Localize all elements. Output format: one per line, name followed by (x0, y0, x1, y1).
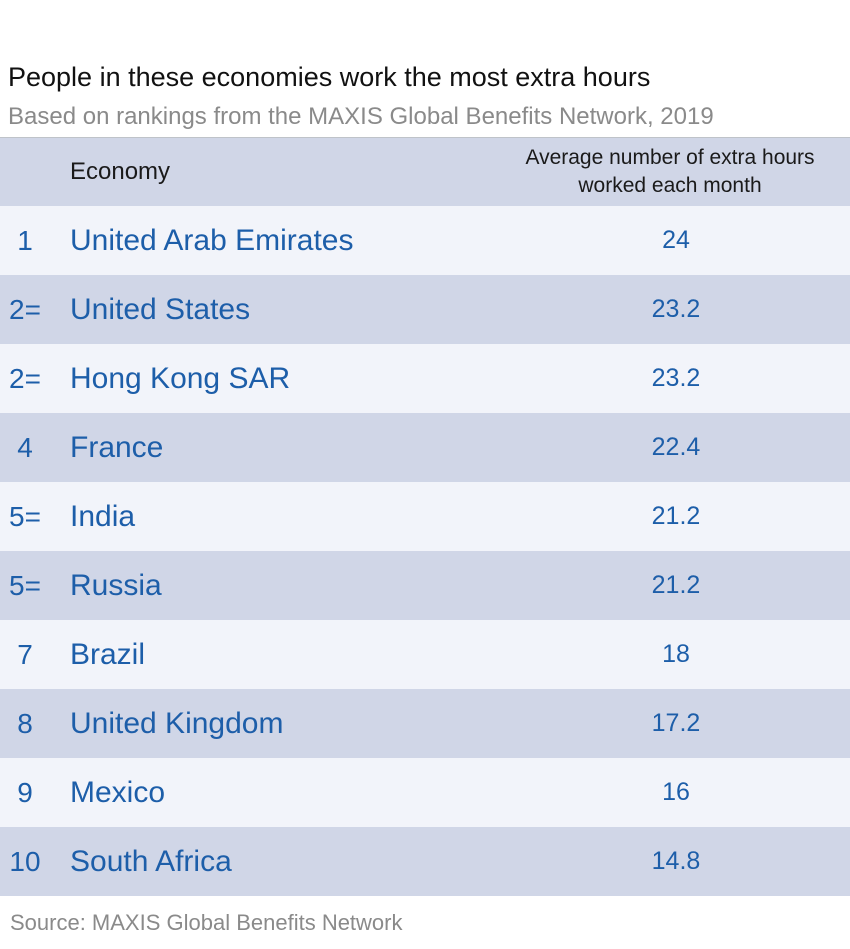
extra-hours-cell: 14.8 (651, 847, 701, 875)
extra-hours-cell: 23.2 (651, 364, 701, 392)
table-body: 1 United Arab Emirates 24 2= United States 23… (0, 206, 850, 896)
header-extra-hours: Average number of extra hours worked eac… (525, 146, 815, 197)
table-row: 2= United States 23.2 (0, 275, 850, 344)
table-row: 5= Russia 21.2 (0, 551, 850, 620)
chart-title: People in these economies work the most … (8, 62, 651, 92)
table-header: Economy Average number of extra hours wo… (0, 138, 850, 206)
source-note: Source: MAXIS Global Benefits Network (10, 910, 403, 935)
extra-hours-cell: 22.4 (651, 433, 701, 461)
table-row: 8 United Kingdom 17.2 (0, 689, 850, 758)
economy-cell: France (70, 430, 164, 464)
table-row: 1 United Arab Emirates 24 (0, 206, 850, 275)
rank-cell: 10 (9, 845, 41, 877)
economy-cell: United Arab Emirates (70, 223, 354, 257)
extra-hours-cell: 24 (662, 226, 690, 254)
extra-hours-cell: 23.2 (651, 295, 701, 323)
extra-hours-cell: 21.2 (651, 571, 701, 599)
chart-subtitle: Based on rankings from the MAXIS Global … (8, 103, 714, 130)
economy-cell: United Kingdom (70, 706, 284, 740)
table-row: 9 Mexico 16 (0, 758, 850, 827)
extra-hours-cell: 18 (662, 640, 690, 668)
extra-hours-cell: 17.2 (651, 709, 701, 737)
table-row: 5= India 21.2 (0, 482, 850, 551)
table-row: 4 France 22.4 (0, 413, 850, 482)
economy-cell: Hong Kong SAR (70, 361, 291, 395)
rank-cell: 1 (17, 224, 33, 256)
table-row: 10 South Africa 14.8 (0, 827, 850, 896)
rank-cell: 8 (17, 707, 33, 739)
rank-cell: 5= (9, 500, 41, 532)
table-row: 7 Brazil 18 (0, 620, 850, 689)
rank-cell: 2= (9, 293, 41, 325)
rank-cell: 4 (17, 431, 33, 463)
extra-hours-cell: 16 (662, 778, 690, 806)
economy-cell: Russia (70, 568, 162, 602)
extra-hours-cell: 21.2 (651, 502, 701, 530)
economy-cell: India (70, 499, 136, 533)
economy-cell: Mexico (70, 775, 166, 809)
economy-cell: Brazil (70, 637, 146, 671)
divider (0, 137, 850, 138)
economy-cell: South Africa (70, 844, 232, 878)
economy-cell: United States (70, 292, 251, 326)
rank-cell: 9 (17, 776, 33, 808)
rank-cell: 7 (17, 638, 33, 670)
rank-cell: 2= (9, 362, 41, 394)
table-row: 2= Hong Kong SAR 23.2 (0, 344, 850, 413)
rank-cell: 5= (9, 569, 41, 601)
header-economy: Economy (70, 158, 171, 185)
